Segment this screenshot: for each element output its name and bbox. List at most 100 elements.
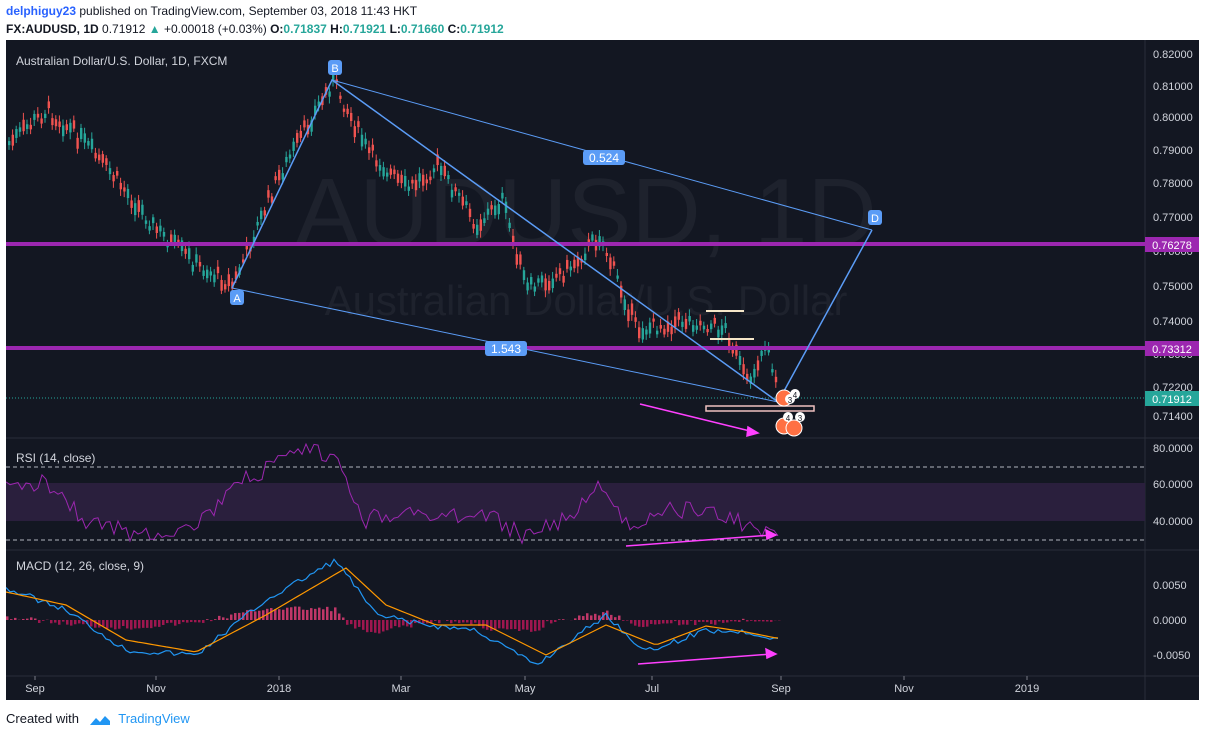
- candle-body: [80, 127, 83, 140]
- candle-body: [548, 280, 551, 291]
- macd-histogram-bar: [458, 620, 461, 624]
- macd-histogram-bar: [222, 617, 225, 620]
- chart-area[interactable]: AUDUSD, 1D Australian Dollar/U.S. Dollar…: [6, 40, 1199, 700]
- candle-body: [623, 299, 626, 310]
- candle-body: [188, 248, 191, 260]
- macd-histogram-bar: [78, 620, 81, 624]
- macd-histogram-bar: [534, 620, 537, 632]
- macd-histogram-bar: [614, 617, 617, 620]
- macd-histogram-bar: [10, 619, 13, 620]
- macd-histogram-bar: [706, 620, 709, 623]
- macd-histogram-bar: [66, 620, 69, 625]
- candle-body: [144, 220, 148, 224]
- macd-histogram-bar: [86, 620, 89, 624]
- macd-histogram-bar: [746, 620, 749, 622]
- candle-body: [515, 254, 518, 265]
- macd-histogram-bar: [14, 617, 17, 620]
- macd-histogram-bar: [762, 620, 765, 622]
- candle-body: [735, 344, 738, 356]
- macd-histogram-bar: [386, 620, 389, 631]
- macd-histogram-bar: [450, 620, 453, 624]
- candle-body: [375, 160, 378, 167]
- macd-histogram-bar: [662, 620, 665, 624]
- macd-histogram-bar: [630, 620, 633, 624]
- candle-body: [29, 124, 32, 130]
- candle-body: [40, 118, 43, 124]
- candle-body: [191, 264, 194, 272]
- svg-text:80.0000: 80.0000: [1153, 443, 1193, 455]
- macd-histogram-bar: [466, 620, 469, 623]
- svg-text:4: 4: [793, 391, 798, 400]
- candle-body: [591, 234, 594, 241]
- candle-body: [688, 316, 691, 322]
- candle-body: [386, 172, 389, 177]
- last-price: 0.71912: [102, 22, 146, 36]
- candle-body: [206, 269, 209, 279]
- candle-body: [11, 134, 14, 146]
- macd-histogram-bar: [738, 620, 741, 622]
- candle-body: [407, 186, 410, 191]
- macd-histogram-bar: [366, 620, 369, 633]
- candle-body: [720, 325, 724, 335]
- macd-histogram-bar: [246, 610, 249, 620]
- candle-body: [292, 141, 295, 151]
- macd-histogram-bar: [530, 620, 533, 632]
- macd-histogram-bar: [378, 620, 381, 634]
- watermark-symbol: AUDUSD, 1D: [295, 159, 876, 266]
- svg-text:A: A: [233, 293, 241, 305]
- macd-histogram-bar: [114, 620, 117, 630]
- author-link[interactable]: delphiguy23: [6, 4, 77, 18]
- candle-body: [184, 248, 187, 254]
- candle-body: [393, 169, 396, 175]
- macd-histogram-bar: [238, 612, 241, 620]
- tradingview-link[interactable]: TradingView: [118, 711, 190, 726]
- rsi-line: [6, 442, 779, 545]
- candle-body: [767, 347, 770, 353]
- macd-histogram-bar: [446, 620, 449, 621]
- price-tick-label: 0.79000: [1153, 145, 1193, 157]
- macd-histogram-bar: [334, 607, 337, 620]
- macd-histogram-bar: [306, 609, 309, 620]
- candle-body: [69, 122, 72, 133]
- candle-body: [713, 317, 716, 324]
- annotation-rect[interactable]: [705, 405, 815, 412]
- macd-histogram-bar: [178, 620, 181, 625]
- candle-body: [382, 167, 385, 177]
- candle-body: [346, 108, 349, 115]
- macd-histogram-bar: [346, 620, 349, 625]
- macd-histogram-bar: [286, 607, 289, 620]
- candle-body: [447, 175, 450, 180]
- macd-histogram-bar: [358, 620, 361, 627]
- macd-histogram-bar: [634, 620, 637, 626]
- candle-body: [695, 325, 698, 330]
- macd-histogram-bar: [582, 616, 585, 620]
- candle-body: [526, 282, 529, 291]
- candle-body: [400, 174, 403, 184]
- candle-body: [630, 303, 634, 315]
- price-badge-resistance: 0.76278: [1145, 237, 1199, 252]
- macd-histogram-bar: [494, 620, 497, 630]
- candle-body: [497, 204, 500, 215]
- candle-body: [299, 130, 302, 138]
- macd-histogram-bar: [206, 619, 209, 620]
- pattern-point-b: B: [328, 60, 342, 75]
- macd-histogram-bar: [106, 620, 109, 629]
- candle-body: [47, 101, 50, 109]
- macd-histogram-bar: [166, 620, 169, 624]
- candle-body: [724, 323, 727, 329]
- macd-histogram-bar: [674, 620, 677, 622]
- macd-histogram-bar: [186, 620, 189, 623]
- macd-histogram-bar: [210, 620, 213, 622]
- macd-histogram-bar: [122, 620, 125, 627]
- svg-text:D: D: [871, 213, 879, 225]
- candle-body: [627, 309, 630, 322]
- candle-body: [368, 147, 371, 154]
- candle-body: [65, 124, 68, 131]
- candle-body: [425, 179, 428, 184]
- macd-histogram-bar: [650, 620, 653, 624]
- macd-histogram-bar: [482, 620, 485, 629]
- macd-histogram-bar: [54, 620, 57, 623]
- event-markers[interactable]: 4 3 4 3: [775, 389, 805, 437]
- macd-histogram-bar: [734, 620, 737, 622]
- candle-body: [108, 168, 112, 175]
